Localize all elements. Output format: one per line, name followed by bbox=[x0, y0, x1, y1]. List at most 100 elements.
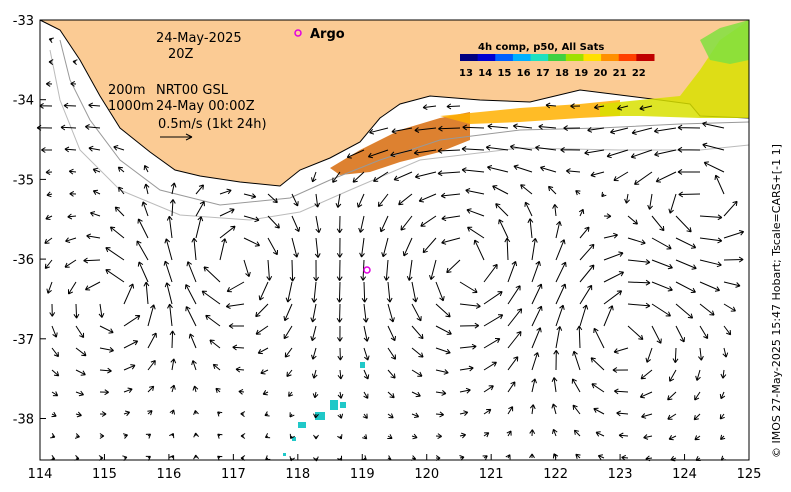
current-vector bbox=[369, 127, 389, 135]
current-vector bbox=[311, 171, 317, 183]
colorbar-title: 4h comp, p50, All Sats bbox=[478, 42, 604, 53]
current-vector bbox=[668, 193, 677, 214]
colorbar-label: 17 bbox=[536, 68, 550, 79]
current-vector bbox=[720, 434, 726, 440]
lon-tick-label: 119 bbox=[350, 467, 375, 482]
current-vector bbox=[590, 171, 605, 178]
current-vector bbox=[677, 146, 701, 153]
lon-tick-label: 122 bbox=[543, 467, 568, 482]
current-vector bbox=[459, 281, 478, 294]
current-vector bbox=[641, 413, 653, 419]
current-vector bbox=[201, 290, 221, 305]
current-vector bbox=[627, 279, 651, 286]
current-vector bbox=[529, 453, 535, 459]
current-vector bbox=[639, 105, 653, 111]
current-vector bbox=[137, 218, 149, 239]
current-vector bbox=[553, 349, 560, 371]
current-vector bbox=[313, 259, 320, 282]
current-vector bbox=[260, 369, 269, 375]
longitude-axis: 114 115 116 117 118 119 120 121 122 123 124 125 bbox=[28, 454, 761, 482]
current-vector bbox=[531, 327, 542, 349]
current-vector bbox=[212, 363, 221, 371]
colorbar-label: 16 bbox=[517, 68, 531, 79]
current-vector bbox=[465, 188, 485, 195]
current-vector bbox=[507, 331, 522, 349]
current-vector bbox=[459, 303, 481, 309]
current-vector bbox=[631, 127, 653, 135]
colorbar-label: 14 bbox=[478, 68, 492, 79]
current-vector bbox=[437, 147, 461, 154]
current-vector bbox=[616, 410, 629, 417]
depth-1000-label: 1000m bbox=[108, 99, 154, 114]
current-vector bbox=[88, 102, 101, 109]
current-vector bbox=[387, 347, 396, 360]
current-vector bbox=[51, 391, 59, 397]
current-vector bbox=[122, 433, 128, 439]
current-vector bbox=[336, 215, 343, 234]
current-vector bbox=[627, 237, 646, 245]
current-vector bbox=[483, 338, 501, 349]
current-vector bbox=[647, 193, 653, 210]
current-vector bbox=[411, 391, 421, 398]
current-vector bbox=[672, 347, 679, 363]
current-vector bbox=[531, 378, 537, 393]
current-vector bbox=[507, 308, 523, 327]
current-vector bbox=[473, 239, 485, 261]
current-vector bbox=[358, 215, 365, 233]
current-vector bbox=[243, 259, 251, 277]
current-vector bbox=[225, 303, 245, 309]
scale-label: 0.5m/s (1kt 24h) bbox=[158, 117, 267, 132]
current-vector bbox=[651, 281, 673, 292]
current-vector bbox=[603, 271, 625, 283]
current-vector bbox=[226, 281, 245, 293]
current-vector bbox=[84, 124, 101, 130]
plot-frame bbox=[39, 19, 750, 461]
current-vector bbox=[429, 259, 437, 280]
lat-tick-label: -38 bbox=[13, 413, 34, 428]
current-vector bbox=[699, 303, 715, 316]
current-vector bbox=[723, 325, 732, 336]
current-vector bbox=[459, 387, 471, 394]
current-vector bbox=[193, 454, 199, 460]
current-vector bbox=[483, 432, 490, 438]
current-vector bbox=[573, 429, 581, 437]
current-vector bbox=[314, 193, 321, 208]
current-vector bbox=[51, 325, 58, 338]
current-vector bbox=[123, 410, 131, 417]
current-vector bbox=[435, 303, 451, 318]
current-vector bbox=[238, 388, 245, 395]
current-vector bbox=[702, 121, 725, 129]
current-vector bbox=[593, 327, 605, 349]
colorbar-label: 21 bbox=[613, 68, 627, 79]
current-vector bbox=[579, 226, 590, 239]
current-vector bbox=[258, 281, 269, 301]
current-vector bbox=[98, 303, 105, 318]
current-vector bbox=[527, 218, 534, 239]
current-vector bbox=[48, 37, 54, 44]
current-vector bbox=[240, 411, 246, 417]
current-vector bbox=[667, 391, 677, 401]
current-vector bbox=[362, 413, 368, 419]
current-vector bbox=[603, 305, 614, 327]
current-vector bbox=[185, 306, 197, 327]
current-vector bbox=[699, 259, 722, 268]
current-vector bbox=[655, 171, 677, 183]
current-vector bbox=[262, 390, 269, 396]
current-vector bbox=[337, 413, 344, 419]
current-vector bbox=[524, 201, 533, 217]
current-vector bbox=[603, 290, 623, 305]
current-vector bbox=[722, 347, 729, 358]
current-vector bbox=[677, 124, 701, 131]
current-vector bbox=[531, 305, 543, 327]
current-vector bbox=[141, 201, 149, 217]
current-vector bbox=[286, 369, 293, 377]
current-vector bbox=[68, 168, 77, 175]
current-vector bbox=[289, 433, 295, 440]
current-vector bbox=[675, 303, 694, 319]
current-vector bbox=[548, 185, 557, 195]
argo-float-marker[interactable] bbox=[363, 266, 371, 274]
current-vector bbox=[575, 190, 581, 196]
current-vector bbox=[46, 191, 53, 198]
lon-tick-label: 124 bbox=[672, 467, 697, 482]
current-vector bbox=[487, 123, 509, 130]
